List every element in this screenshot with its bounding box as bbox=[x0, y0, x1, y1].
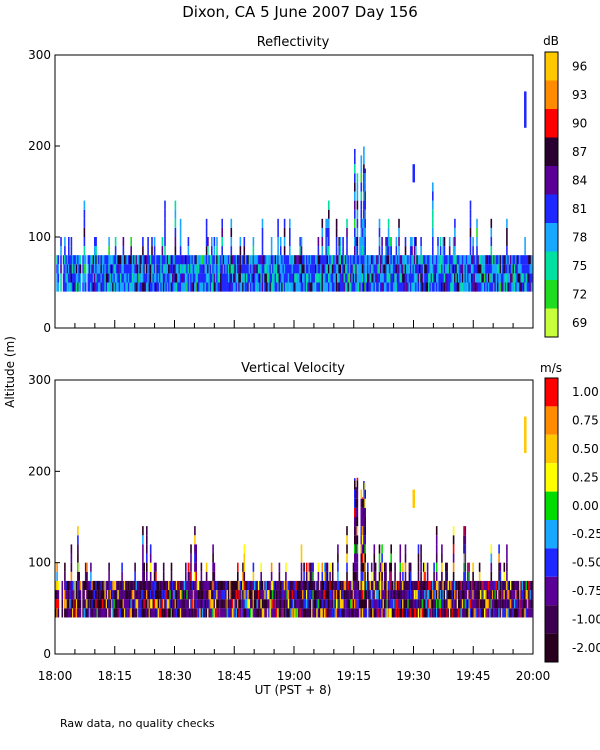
y-tick-label: 0 bbox=[43, 647, 51, 661]
colorbar-swatch bbox=[545, 520, 558, 549]
y-tick-label: 0 bbox=[43, 321, 51, 335]
isolated-echo bbox=[412, 164, 415, 183]
colorbar-label: 93 bbox=[572, 88, 587, 102]
x-tick-label: 20:00 bbox=[516, 669, 551, 683]
vertical-velocity-panel: Vertical Velocity 0 100 200 300 m/s 1.00 0.7… bbox=[28, 361, 600, 663]
y-tick-label: 100 bbox=[28, 556, 51, 570]
y-tick-label: 200 bbox=[28, 464, 51, 478]
x-tick-label: 19:45 bbox=[456, 669, 491, 683]
isolated-echo bbox=[412, 489, 415, 508]
colorbar-swatch bbox=[545, 308, 558, 337]
colorbar-label: 75 bbox=[572, 259, 587, 273]
colorbar-label: 0.75 bbox=[572, 414, 599, 428]
x-tick-label: 18:30 bbox=[157, 669, 192, 683]
reflectivity-colorbar: dB 96 93 90 87 84 81 78 75 72 69 bbox=[543, 34, 587, 338]
colorbar-swatch bbox=[545, 166, 558, 195]
reflectivity-colorbar-unit: dB bbox=[543, 34, 559, 48]
colorbar-label: -0.25 bbox=[572, 527, 600, 541]
reflectivity-plot: 0 100 200 300 bbox=[28, 48, 534, 335]
colorbar-label: 1.00 bbox=[572, 385, 599, 399]
colorbar-label: 90 bbox=[572, 116, 587, 130]
y-tick-label: 100 bbox=[28, 230, 51, 244]
colorbar-swatch bbox=[545, 378, 558, 407]
x-tick-label: 18:00 bbox=[38, 669, 73, 683]
y-tick-label: 200 bbox=[28, 139, 51, 153]
figure-title: Dixon, CA 5 June 2007 Day 156 bbox=[182, 3, 418, 21]
colorbar-swatch bbox=[545, 463, 558, 492]
x-axis-label: UT (PST + 8) bbox=[255, 683, 332, 697]
colorbar-swatch bbox=[545, 605, 558, 634]
y-tick-label: 300 bbox=[28, 48, 51, 62]
colorbar-swatch bbox=[545, 80, 558, 109]
colorbar-swatch bbox=[545, 109, 558, 138]
x-tick-label: 19:00 bbox=[277, 669, 312, 683]
colorbar-label: 72 bbox=[572, 287, 587, 301]
colorbar-swatch bbox=[545, 434, 558, 464]
colorbar-label: -1.00 bbox=[572, 612, 600, 626]
echo-data bbox=[55, 416, 533, 618]
x-tick-label: 18:15 bbox=[97, 669, 132, 683]
reflectivity-panel: Reflectivity 0 100 200 300 dB 96 93 90 87 84 81 7… bbox=[28, 34, 587, 338]
x-tick-label: 19:30 bbox=[396, 669, 431, 683]
x-tick-label: 19:15 bbox=[336, 669, 371, 683]
colorbar-label: 81 bbox=[572, 202, 587, 216]
colorbar-label: 96 bbox=[572, 59, 587, 73]
colorbar-label: 78 bbox=[572, 230, 587, 244]
colorbar-swatch bbox=[545, 491, 558, 520]
colorbar-swatch bbox=[545, 137, 558, 166]
y-tick-label: 300 bbox=[28, 373, 51, 387]
colorbar-swatch bbox=[545, 548, 558, 577]
colorbar-label: 84 bbox=[572, 173, 587, 187]
colorbar-label: -0.50 bbox=[572, 556, 600, 570]
colorbar-swatch bbox=[545, 280, 558, 309]
colorbar-swatch bbox=[545, 406, 558, 435]
colorbar-swatch bbox=[545, 633, 558, 662]
colorbar-label: -2.00 bbox=[572, 641, 600, 655]
echo-data bbox=[56, 91, 533, 292]
x-tick-labels: 18:00 18:15 18:30 18:45 19:00 19:15 19:30 19:45… bbox=[38, 669, 551, 683]
vertical-velocity-panel-title: Vertical Velocity bbox=[241, 361, 345, 376]
isolated-echo bbox=[524, 416, 527, 454]
reflectivity-panel-title: Reflectivity bbox=[257, 35, 330, 50]
isolated-echo bbox=[524, 91, 527, 128]
vertical-velocity-plot: 0 100 200 300 bbox=[28, 373, 534, 661]
colorbar-label: 69 bbox=[572, 316, 587, 330]
colorbar-swatch bbox=[545, 223, 558, 252]
colorbar-label: 0.25 bbox=[572, 470, 599, 484]
x-tick-label: 18:45 bbox=[217, 669, 252, 683]
footnote: Raw data, no quality checks bbox=[60, 717, 215, 730]
y-axis-label: Altitude (m) bbox=[3, 336, 17, 408]
colorbar-label: -0.75 bbox=[572, 584, 600, 598]
vertical-velocity-colorbar-unit: m/s bbox=[540, 361, 562, 375]
colorbar-swatch bbox=[545, 251, 558, 280]
colorbar-label: 0.00 bbox=[572, 499, 599, 513]
colorbar-swatch bbox=[545, 194, 558, 223]
colorbar-swatch bbox=[545, 52, 558, 81]
colorbar-swatch bbox=[545, 576, 558, 606]
colorbar-label: 0.50 bbox=[572, 442, 599, 456]
colorbar-label: 87 bbox=[572, 145, 587, 159]
vertical-velocity-colorbar: m/s 1.00 0.75 0.50 0.25 0.00 -0.25 -0.50 -0.75 -… bbox=[540, 361, 600, 663]
